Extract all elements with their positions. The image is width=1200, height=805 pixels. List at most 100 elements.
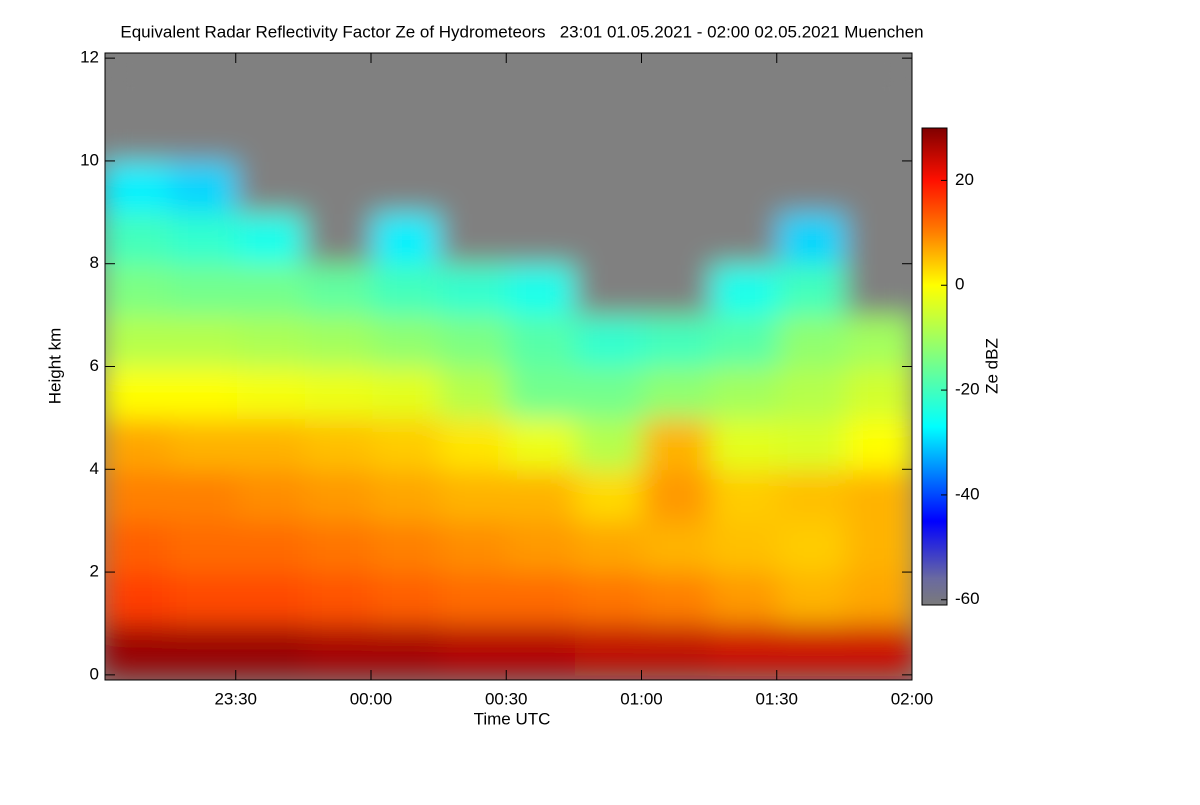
heatmap-cell xyxy=(304,314,375,368)
heatmap-cell xyxy=(778,571,848,625)
heatmap-cell xyxy=(169,57,239,111)
heatmap-cell xyxy=(439,159,510,214)
heatmap-cell xyxy=(507,365,578,419)
heatmap-cell xyxy=(642,571,713,625)
x-tick-label: 01:00 xyxy=(620,689,663,708)
heatmap-cell xyxy=(236,57,307,111)
heatmap-cell xyxy=(642,108,713,162)
heatmap-cell xyxy=(778,468,848,522)
heatmap-cell xyxy=(236,262,307,317)
heatmap-cell xyxy=(845,159,912,214)
heatmap-cell xyxy=(507,314,578,368)
heatmap-cell xyxy=(439,211,510,265)
heatmap-cell xyxy=(710,571,781,625)
heatmap-cell xyxy=(710,519,781,574)
y-tick-label: 12 xyxy=(80,48,99,67)
heatmap-cell xyxy=(845,571,912,625)
heatmap-cell xyxy=(778,416,848,471)
heatmap-cell xyxy=(304,108,375,162)
heatmap-cell xyxy=(845,622,912,676)
heatmap-cell xyxy=(439,468,510,522)
y-tick-label: 10 xyxy=(80,150,99,169)
heatmap-cell xyxy=(575,365,645,419)
heatmap-cells xyxy=(105,57,912,676)
heatmap-cell xyxy=(304,365,375,419)
heatmap-cell xyxy=(507,57,578,111)
heatmap-cell xyxy=(642,622,713,676)
heatmap-cell xyxy=(575,416,645,471)
heatmap-cell xyxy=(169,262,239,317)
heatmap-cell xyxy=(439,108,510,162)
heatmap-cell xyxy=(710,468,781,522)
heatmap-cell xyxy=(105,622,172,676)
heatmap-cell xyxy=(778,519,848,574)
heatmap-cell xyxy=(236,108,307,162)
heatmap-cell xyxy=(169,622,239,676)
heatmap-cell xyxy=(439,365,510,419)
heatmap-cell xyxy=(575,314,645,368)
y-tick-label: 8 xyxy=(90,253,99,272)
heatmap-cell xyxy=(372,262,442,317)
heatmap-cell xyxy=(845,468,912,522)
heatmap-cell xyxy=(642,519,713,574)
heatmap-cell xyxy=(169,159,239,214)
heatmap-cell xyxy=(439,622,510,676)
heatmap-cell xyxy=(575,571,645,625)
heatmap-cell xyxy=(845,365,912,419)
y-tick-label: 2 xyxy=(90,562,99,581)
heatmap-cell xyxy=(304,57,375,111)
heatmap-cell xyxy=(710,108,781,162)
heatmap-cell xyxy=(710,314,781,368)
heatmap-cell xyxy=(507,108,578,162)
heatmap-cell xyxy=(439,314,510,368)
heatmap-cell xyxy=(575,211,645,265)
heatmap-cell xyxy=(507,416,578,471)
heatmap-cell xyxy=(845,211,912,265)
heatmap-cell xyxy=(169,468,239,522)
heatmap-cell xyxy=(105,519,172,574)
heatmap-cell xyxy=(236,416,307,471)
heatmap-cell xyxy=(710,262,781,317)
heatmap-cell xyxy=(575,57,645,111)
heatmap-cell xyxy=(372,571,442,625)
heatmap-cell xyxy=(439,57,510,111)
heatmap-cell xyxy=(642,57,713,111)
colorbar-label: Ze dBZ xyxy=(982,338,1001,394)
x-tick-label: 00:00 xyxy=(350,689,393,708)
heatmap-cell xyxy=(304,262,375,317)
heatmap-cell xyxy=(236,622,307,676)
heatmap-cell xyxy=(439,519,510,574)
x-tick-label: 23:30 xyxy=(214,689,257,708)
heatmap-cell xyxy=(304,211,375,265)
y-tick-label: 0 xyxy=(90,664,99,683)
heatmap-cell xyxy=(710,211,781,265)
heatmap-cell xyxy=(845,314,912,368)
heatmap-cell xyxy=(169,416,239,471)
heatmap-cell xyxy=(105,211,172,265)
heatmap-cell xyxy=(372,365,442,419)
heatmap-cell xyxy=(105,57,172,111)
heatmap-cell xyxy=(372,159,442,214)
y-axis-label: Height km xyxy=(45,328,64,405)
heatmap-cell xyxy=(507,211,578,265)
heatmap-cell xyxy=(778,211,848,265)
heatmap-cell xyxy=(105,571,172,625)
heatmap-cell xyxy=(778,262,848,317)
heatmap-cell xyxy=(236,571,307,625)
heatmap-cell xyxy=(169,108,239,162)
heatmap-cell xyxy=(236,519,307,574)
heatmap-cell xyxy=(304,622,375,676)
x-axis-label: Time UTC xyxy=(474,709,551,728)
heatmap-cell xyxy=(236,211,307,265)
colorbar-tick-label: 0 xyxy=(955,275,964,294)
heatmap-cell xyxy=(105,314,172,368)
heatmap-cell xyxy=(372,57,442,111)
heatmap-cell xyxy=(710,365,781,419)
y-tick-label: 6 xyxy=(90,356,99,375)
heatmap-cell xyxy=(236,314,307,368)
heatmap-cell xyxy=(439,571,510,625)
heatmap-cell xyxy=(575,468,645,522)
heatmap-cell xyxy=(507,159,578,214)
heatmap-cell xyxy=(642,416,713,471)
